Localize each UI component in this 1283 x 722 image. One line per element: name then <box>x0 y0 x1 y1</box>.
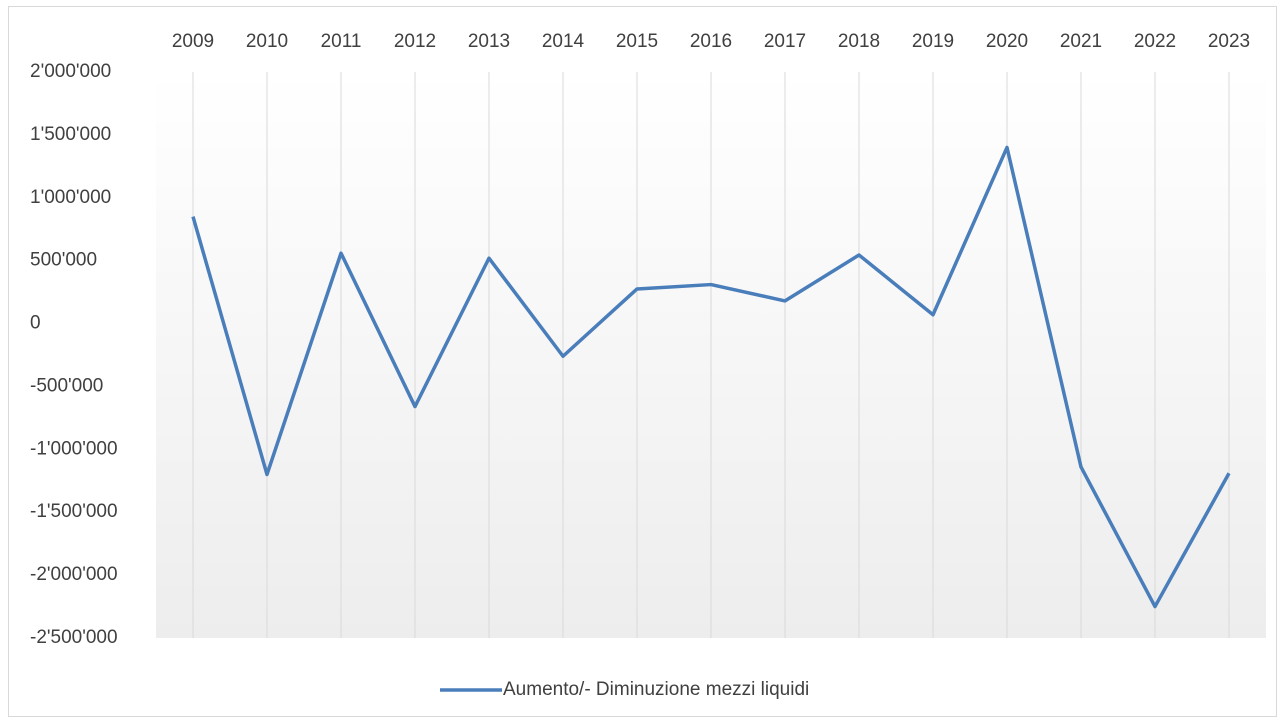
y-tick-label: -2'500'000 <box>30 627 118 648</box>
y-tick-label: 1'500'000 <box>30 124 111 145</box>
y-tick-label: 0 <box>30 313 41 334</box>
y-tick-label: 500'000 <box>30 250 97 271</box>
x-tick-label: 2016 <box>690 31 732 52</box>
legend-label: Aumento/- Diminuzione mezzi liquidi <box>503 679 809 700</box>
x-tick-label: 2022 <box>1134 31 1176 52</box>
x-tick-label: 2017 <box>764 31 806 52</box>
x-tick-label: 2021 <box>1060 31 1102 52</box>
y-tick-label: -1'000'000 <box>30 438 118 459</box>
y-tick-label: 1'000'000 <box>30 187 111 208</box>
x-tick-label: 2013 <box>468 31 510 52</box>
data-line <box>191 145 1231 609</box>
y-tick-label: -500'000 <box>30 375 103 396</box>
x-tick-label: 2019 <box>912 31 954 52</box>
x-tick-label: 2015 <box>616 31 658 52</box>
x-tick-label: 2012 <box>394 31 436 52</box>
x-tick-label: 2009 <box>172 31 214 52</box>
x-tick-label: 2023 <box>1208 31 1250 52</box>
x-tick-label: 2010 <box>246 31 288 52</box>
x-tick-label: 2020 <box>986 31 1028 52</box>
y-tick-label: -2'000'000 <box>30 564 118 585</box>
x-tick-label: 2011 <box>321 31 362 52</box>
x-tick-label: 2014 <box>542 31 585 52</box>
y-tick-label: -1'500'000 <box>30 501 118 522</box>
x-tick-label: 2018 <box>838 31 880 52</box>
y-tick-label: 2'000'000 <box>30 61 111 82</box>
